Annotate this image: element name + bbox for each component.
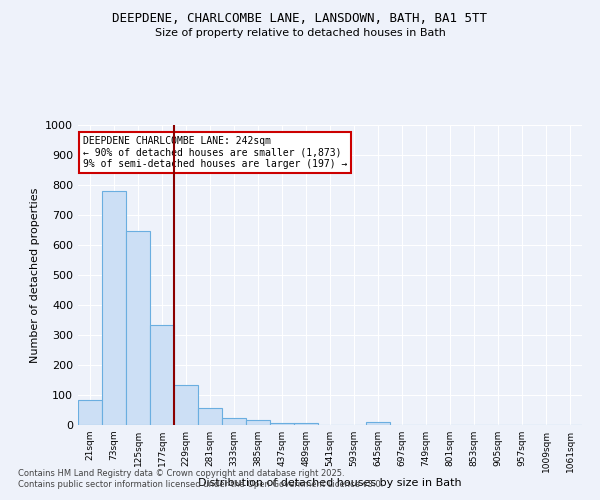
Text: Contains HM Land Registry data © Crown copyright and database right 2025.: Contains HM Land Registry data © Crown c…	[18, 468, 344, 477]
Text: Size of property relative to detached houses in Bath: Size of property relative to detached ho…	[155, 28, 445, 38]
Bar	[78, 400, 102, 425]
Bar	[126, 230, 150, 425]
Bar	[294, 422, 318, 425]
Bar	[246, 420, 270, 425]
Bar	[270, 422, 294, 425]
Text: DEEPDENE CHARLCOMBE LANE: 242sqm
← 90% of detached houses are smaller (1,873)
9%: DEEPDENE CHARLCOMBE LANE: 242sqm ← 90% o…	[83, 136, 347, 168]
Y-axis label: Number of detached properties: Number of detached properties	[29, 188, 40, 362]
Bar	[222, 418, 246, 425]
Bar	[150, 324, 174, 425]
Bar	[102, 191, 126, 425]
Bar	[198, 408, 222, 425]
Bar	[174, 385, 198, 425]
Bar	[366, 422, 390, 425]
Text: Contains public sector information licensed under the Open Government Licence v3: Contains public sector information licen…	[18, 480, 383, 489]
Text: DEEPDENE, CHARLCOMBE LANE, LANSDOWN, BATH, BA1 5TT: DEEPDENE, CHARLCOMBE LANE, LANSDOWN, BAT…	[113, 12, 487, 26]
X-axis label: Distribution of detached houses by size in Bath: Distribution of detached houses by size …	[198, 478, 462, 488]
